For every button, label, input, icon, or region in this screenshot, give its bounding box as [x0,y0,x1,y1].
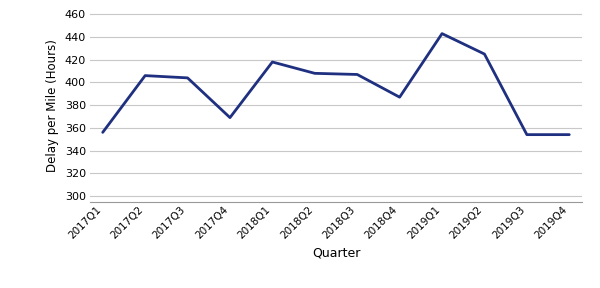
Y-axis label: Delay per Mile (Hours): Delay per Mile (Hours) [46,39,59,172]
X-axis label: Quarter: Quarter [312,246,360,259]
